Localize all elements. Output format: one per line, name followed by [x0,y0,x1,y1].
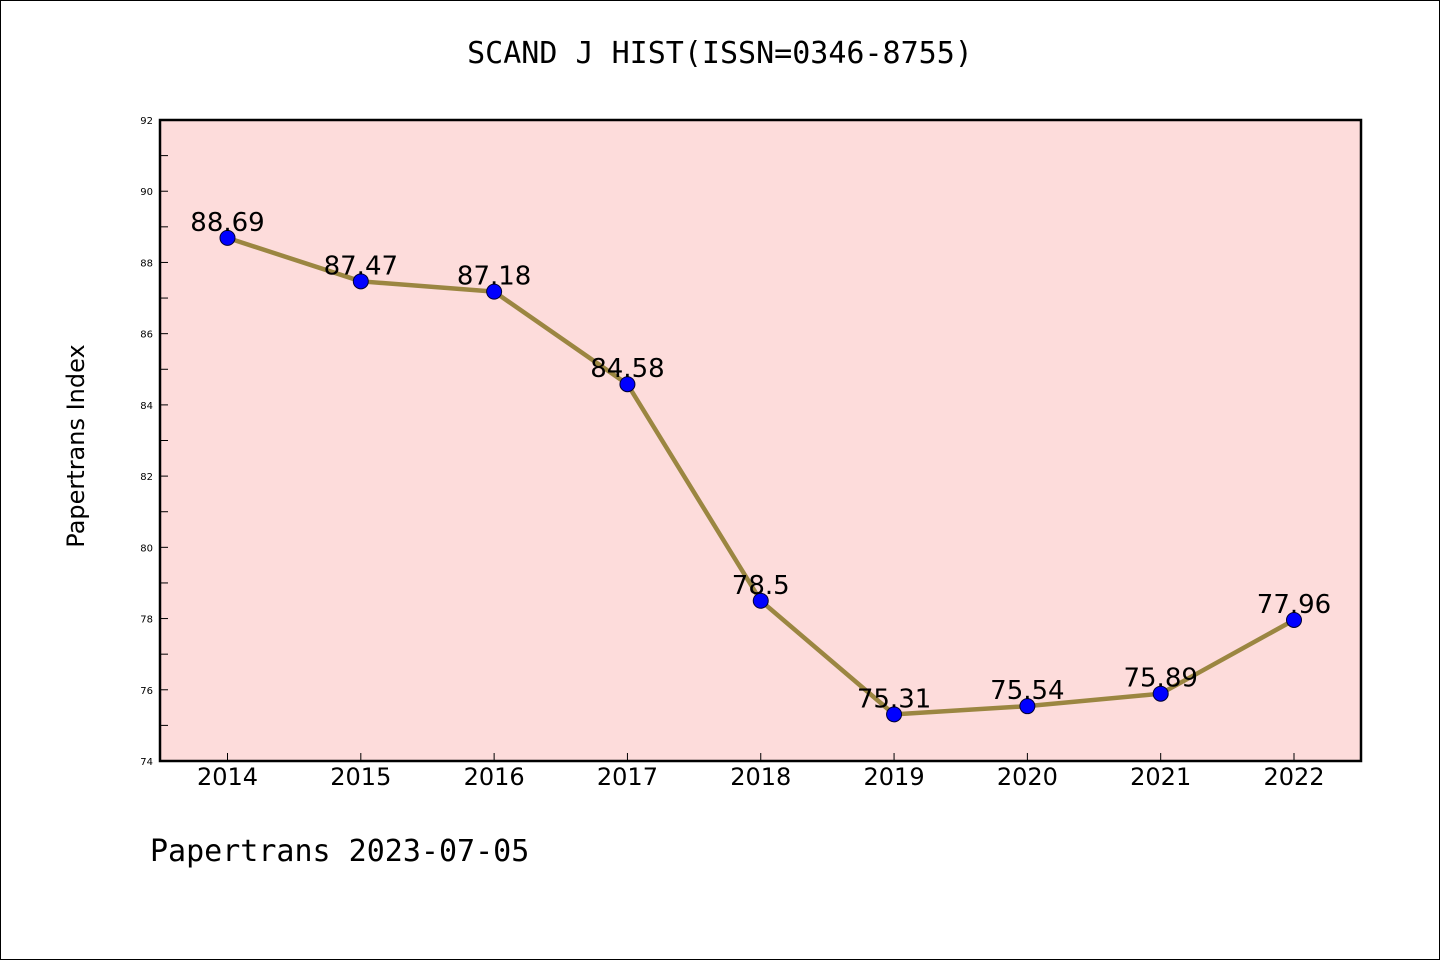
data-point [1286,611,1302,628]
y-tick-label: 86 [140,330,153,341]
data-label: 88.69 [190,208,264,238]
x-tick-label: 2015 [330,763,391,791]
plot-border [158,118,1363,763]
x-tick-label: 2019 [864,763,925,791]
x-tick-label: 2014 [197,763,258,791]
data-point [1019,698,1036,715]
data-point [886,706,903,723]
data-label: 78.5 [732,571,790,601]
y-tick-label: 90 [140,187,153,198]
data-point [1152,685,1169,702]
data-label: 75.89 [1123,664,1197,694]
y-tick-label: 80 [140,543,153,554]
x-tick-label: 2020 [997,763,1058,791]
data-label: 75.54 [990,676,1064,706]
y-tick-label: 82 [140,472,153,483]
data-point [619,376,636,393]
data-label: 87.18 [457,262,531,292]
plot-area [160,120,1361,761]
x-tick-label: 2017 [597,763,658,791]
x-tick-label: 2021 [1130,763,1191,791]
chart-title: SCAND J HIST(ISSN=0346-8755) [467,36,973,71]
data-point [486,283,503,300]
x-tick-label: 2016 [464,763,525,791]
data-label: 87.47 [324,251,398,281]
y-tick-label: 74 [140,757,153,768]
data-point [352,273,369,290]
x-tick-label: 2018 [730,763,791,791]
footer-date: Papertrans 2023-07-05 [150,834,530,869]
y-tick-label: 78 [140,615,153,626]
y-axis-label: Papertrans Index [62,344,90,547]
x-tick-label: 2022 [1263,763,1324,791]
data-label: 77.96 [1257,590,1331,620]
data-label: 84.58 [590,354,664,384]
y-tick-label: 76 [140,686,153,697]
y-tick-label: 92 [140,116,153,127]
data-point [219,229,236,246]
y-tick-label: 84 [140,401,153,412]
data-point [752,592,769,609]
y-tick-label: 88 [140,258,153,269]
data-label: 75.31 [857,684,931,714]
